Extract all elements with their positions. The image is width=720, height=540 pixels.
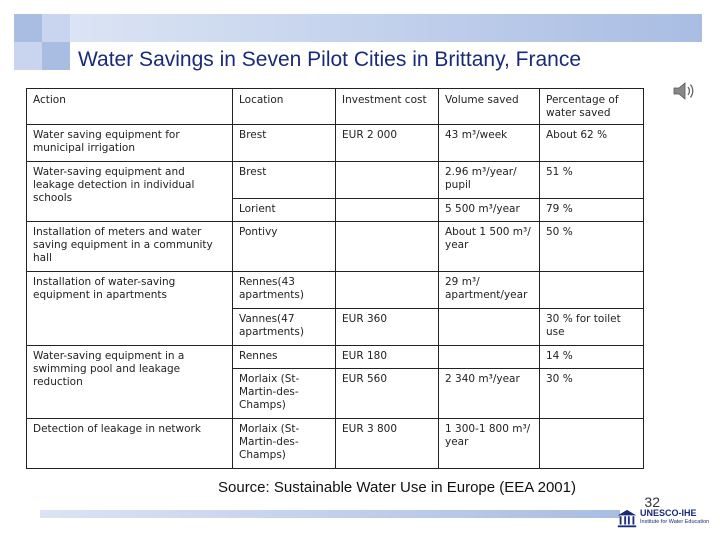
table-row: Water-saving equipment and leakage detec… xyxy=(26,161,644,222)
cell-investment: EUR 3 800 xyxy=(335,418,439,469)
cell-investment: EUR 360 xyxy=(335,308,439,346)
cell-action: Water-saving equipment and leakage detec… xyxy=(26,161,233,222)
cell-action: Installation of water-saving equipment i… xyxy=(26,271,233,346)
cell-volume: 29 m³/ apartment/year xyxy=(438,271,540,309)
cell-location: Vannes(47 apartments) xyxy=(232,308,336,346)
cell-location: Rennes(43 apartments) xyxy=(232,271,336,309)
cell-investment: EUR 560 xyxy=(335,368,439,419)
cell-volume: About 1 500 m³/ year xyxy=(438,221,540,272)
cell-percentage: About 62 % xyxy=(539,124,644,162)
cell-action: Water saving equipment for municipal irr… xyxy=(26,124,233,162)
page-number: 32 xyxy=(644,494,660,510)
unesco-temple-icon xyxy=(617,509,637,528)
table-header-row: Action Location Investment cost Volume s… xyxy=(26,88,644,125)
cell-investment: EUR 2 000 xyxy=(335,124,439,162)
source-caption: Source: Sustainable Water Use in Europe … xyxy=(218,479,576,496)
water-savings-table: Action Location Investment cost Volume s… xyxy=(26,88,644,469)
table-row: Installation of meters and water saving … xyxy=(26,221,644,272)
header-volume: Volume saved xyxy=(438,88,540,125)
cell-location: Morlaix (St-Martin-des-Champs) xyxy=(232,368,336,419)
cell-location: Brest xyxy=(232,161,336,199)
cell-location: Brest xyxy=(232,124,336,162)
cell-volume: 2 340 m³/year xyxy=(438,368,540,419)
cell-location: Pontivy xyxy=(232,221,336,272)
cell-volume: 2.96 m³/year/ pupil xyxy=(438,161,540,199)
table-row: Morlaix (St-Martin-des-Champs) EUR 560 2… xyxy=(27,368,644,419)
logo-text: UNESCO-IHE xyxy=(640,508,697,518)
footer-gradient-bar xyxy=(40,510,620,518)
slide-title: Water Savings in Seven Pilot Cities in B… xyxy=(78,48,582,71)
cell-percentage: 50 % xyxy=(539,221,644,272)
cell-volume xyxy=(438,345,540,369)
header-location: Location xyxy=(232,88,336,125)
table-row: Vannes(47 apartments) EUR 360 30 % for t… xyxy=(27,308,644,346)
cell-volume: 43 m³/week xyxy=(438,124,540,162)
cell-volume: 1 300-1 800 m³/ year xyxy=(438,418,540,469)
table-row: Installation of water-saving equipment i… xyxy=(26,271,644,346)
cell-percentage xyxy=(539,418,644,469)
cell-location: Lorient xyxy=(232,198,336,222)
cell-volume xyxy=(438,308,540,346)
cell-investment xyxy=(335,198,439,222)
table-row: Water-saving equipment in a swimming poo… xyxy=(26,345,644,419)
cell-percentage: 51 % xyxy=(539,161,644,199)
cell-investment xyxy=(335,221,439,272)
header-percentage: Percentage of water saved xyxy=(539,88,644,125)
cell-percentage: 79 % xyxy=(539,198,644,222)
corner-square-decoration xyxy=(14,42,42,70)
cell-percentage xyxy=(539,271,644,309)
cell-action: Detection of leakage in network xyxy=(26,418,233,469)
corner-square-decoration xyxy=(42,14,70,42)
header-action: Action xyxy=(26,88,233,125)
table-row: Lorient 5 500 m³/year 79 % xyxy=(27,198,644,222)
cell-percentage: 14 % xyxy=(539,345,644,369)
table-row: Water saving equipment for municipal irr… xyxy=(26,124,644,162)
cell-percentage: 30 % for toilet use xyxy=(539,308,644,346)
cell-investment xyxy=(335,271,439,309)
cell-action: Installation of meters and water saving … xyxy=(26,221,233,272)
logo-subtext: Institute for Water Education xyxy=(640,519,710,525)
cell-location: Morlaix (St-Martin-des-Champs) xyxy=(232,418,336,469)
header-gradient-bar xyxy=(70,14,702,42)
cell-volume: 5 500 m³/year xyxy=(438,198,540,222)
speaker-icon[interactable] xyxy=(672,80,696,102)
cell-percentage: 30 % xyxy=(539,368,644,419)
header-investment: Investment cost xyxy=(335,88,439,125)
cell-investment xyxy=(335,161,439,199)
cell-investment: EUR 180 xyxy=(335,345,439,369)
cell-location: Rennes xyxy=(232,345,336,369)
cell-action: Water-saving equipment in a swimming poo… xyxy=(26,345,233,419)
table-row: Detection of leakage in network Morlaix … xyxy=(26,418,644,469)
